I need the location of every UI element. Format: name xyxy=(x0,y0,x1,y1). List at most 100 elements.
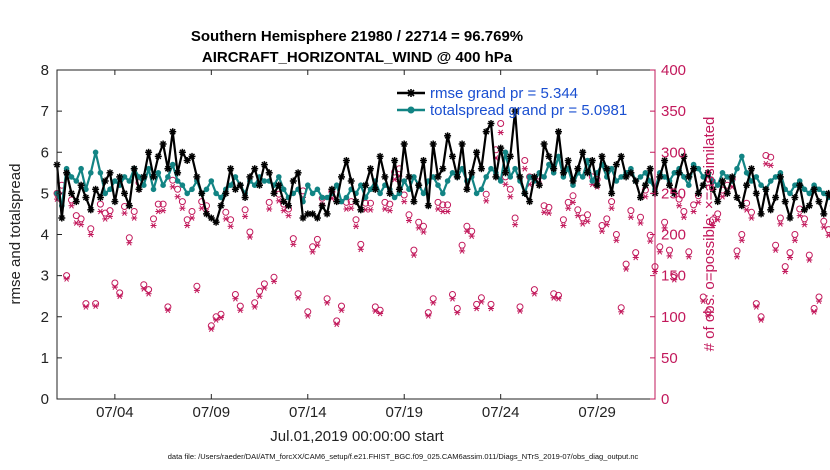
obs-assimilated-point xyxy=(401,198,408,205)
obs-possible-point xyxy=(130,208,138,215)
obs-assimilated-point xyxy=(82,303,89,310)
rmse-point xyxy=(521,189,529,197)
obs-possible-point xyxy=(733,247,741,255)
rmse-point xyxy=(535,181,543,189)
rmse-point xyxy=(275,181,283,189)
obs-possible-point xyxy=(150,215,157,223)
obs-assimilated-point xyxy=(266,206,273,212)
rmse-point xyxy=(159,140,167,148)
rmse-point xyxy=(733,194,741,201)
totalspread-point xyxy=(319,194,326,201)
rmse-point xyxy=(352,198,360,206)
right-tick-label: 150 xyxy=(661,268,686,285)
totalspread-point xyxy=(777,170,784,176)
rmse-point xyxy=(164,165,172,173)
rmse-point xyxy=(526,198,534,206)
obs-assimilated-point xyxy=(512,221,519,228)
rmse-point xyxy=(511,107,519,115)
chart-title-line2: AIRCRAFT_HORIZONTAL_WIND @ 400 hPa xyxy=(202,49,513,66)
totalspread-point xyxy=(169,161,176,168)
totalspread-point xyxy=(502,149,509,156)
obs-possible-point xyxy=(246,228,254,236)
obs-possible-point xyxy=(386,200,394,208)
obs-possible-point xyxy=(666,246,673,254)
obs-possible-point xyxy=(815,293,823,301)
rmse-point xyxy=(449,152,456,160)
rmse-point xyxy=(468,169,476,177)
totalspread-point xyxy=(92,149,99,156)
obs-possible-point xyxy=(637,213,644,221)
plot-area xyxy=(57,70,655,399)
rmse-point xyxy=(294,169,302,177)
totalspread-point xyxy=(584,157,591,164)
obs-assimilated-point xyxy=(541,209,548,216)
obs-assimilated-point xyxy=(680,214,687,221)
obs-assimilated-point xyxy=(796,212,803,219)
rmse-point xyxy=(347,177,355,185)
legend: rmse grand pr = 5.344 totalspread grand … xyxy=(397,85,627,119)
totalspread-point xyxy=(160,182,166,188)
obs-assimilated-point xyxy=(613,237,620,244)
obs-assimilated-point xyxy=(150,222,157,229)
obs-possible-point xyxy=(632,249,640,257)
totalspread-point xyxy=(618,174,624,180)
totalspread-point xyxy=(772,174,779,180)
obs-possible-point xyxy=(574,206,582,214)
obs-assimilated-point xyxy=(463,228,470,235)
obs-possible-point xyxy=(704,308,712,316)
obs-assimilated-point xyxy=(661,224,668,231)
obs-assimilated-point xyxy=(502,181,509,188)
obs-assimilated-point xyxy=(290,241,297,248)
totalspread-point xyxy=(251,182,258,188)
rmse-point xyxy=(781,198,789,206)
totalspread-point xyxy=(396,190,403,197)
obs-possible-point xyxy=(776,214,784,222)
obs-assimilated-point xyxy=(806,257,813,263)
totalspread-point xyxy=(358,182,364,188)
obs-assimilated-point xyxy=(690,208,697,215)
obs-possible-point xyxy=(661,218,669,226)
obs-assimilated-point xyxy=(430,299,437,306)
rmse-point xyxy=(680,152,688,160)
rmse-point xyxy=(289,177,297,185)
totalspread-point xyxy=(686,182,692,188)
totalspread-point xyxy=(97,170,104,176)
obs-assimilated-point xyxy=(381,206,388,212)
obs-assimilated-point xyxy=(584,218,591,225)
obs-possible-point xyxy=(193,282,201,290)
data-file-footnote: data file: /Users/raeder/DAI/ATM_forcXX/… xyxy=(168,452,639,461)
right-tick-label: 100 xyxy=(661,309,686,326)
totalspread-point xyxy=(367,186,374,193)
totalspread-point xyxy=(227,182,234,188)
rmse-point xyxy=(530,173,538,181)
rmse-point xyxy=(135,185,143,193)
rmse-point xyxy=(222,189,230,197)
series-rmse xyxy=(53,107,830,226)
obs-possible-point xyxy=(482,190,490,198)
rmse-point xyxy=(429,140,437,148)
right-tick-label: 50 xyxy=(661,350,678,367)
rmse-point xyxy=(405,173,413,181)
obs-assimilated-point xyxy=(111,284,118,291)
rmse-point xyxy=(140,173,148,181)
obs-possible-point xyxy=(627,207,635,215)
totalspread-point xyxy=(435,182,441,188)
obs-assimilated-point xyxy=(406,217,412,224)
obs-assimilated-point xyxy=(478,298,485,305)
obs-assimilated-point xyxy=(627,214,634,221)
rmse-point xyxy=(646,165,654,173)
rmse-point xyxy=(231,185,239,193)
rmse-point xyxy=(482,128,490,136)
totalspread-point xyxy=(73,178,80,184)
obs-possible-point xyxy=(125,234,133,242)
rmse-point xyxy=(805,202,813,210)
obs-possible-point xyxy=(265,198,273,206)
rmse-point xyxy=(193,173,201,181)
rmse-point xyxy=(622,173,630,181)
rmse-point xyxy=(145,148,153,156)
obs-possible-point xyxy=(781,263,789,271)
obs-possible-point xyxy=(801,215,808,223)
rmse-point xyxy=(738,202,746,210)
rmse-point xyxy=(473,148,481,156)
